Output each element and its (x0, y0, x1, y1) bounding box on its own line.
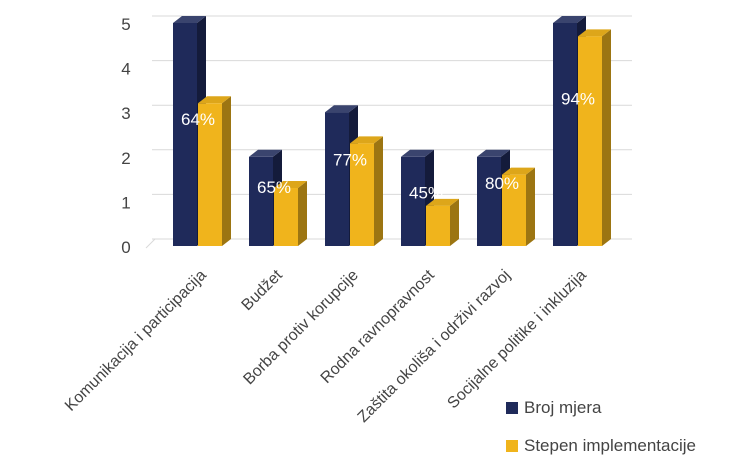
bar-stepen-implementacije-2 (350, 136, 383, 246)
data-label-1: 65% (257, 178, 291, 197)
data-labels: 64% 65% 77% 45% 80% 94% (181, 90, 595, 203)
category-label-4: Zaštita okoliša i održivi razvoj (355, 267, 514, 426)
bar-stepen-implementacije-3 (426, 198, 459, 246)
legend-item-broj-mjera: Broj mjera (506, 397, 696, 419)
legend: Broj mjera Stepen implementacije (506, 397, 696, 473)
legend-swatch-stepen-implementacije (506, 440, 518, 452)
category-label-0: Komunikacija i participacija (62, 267, 210, 415)
y-tick-label-0: 0 (121, 238, 130, 257)
data-label-2: 77% (333, 150, 367, 169)
bar-broj-mjera-2 (325, 105, 358, 246)
data-label-4: 80% (485, 174, 519, 193)
y-tick-label-4: 4 (121, 60, 130, 79)
gridlines (145, 15, 632, 249)
category-label-5: Socijalne politike i inkluzija (444, 267, 589, 412)
y-axis: 0 1 2 3 4 5 (121, 15, 130, 257)
y-tick-label-5: 5 (121, 15, 130, 34)
bar-stepen-implementacije-4 (502, 167, 535, 246)
legend-label-broj-mjera: Broj mjera (524, 398, 602, 417)
data-label-0: 64% (181, 110, 215, 129)
data-label-3: 45% (409, 184, 443, 203)
bar-stepen-implementacije-1 (274, 181, 307, 246)
bar-stepen-implementacije-0 (198, 96, 231, 246)
category-label-1: Budžet (239, 266, 287, 314)
legend-label-stepen-implementacije: Stepen implementacije (524, 436, 696, 455)
y-tick-label-3: 3 (121, 104, 130, 123)
floor-edge (145, 238, 632, 249)
legend-swatch-broj-mjera (506, 402, 518, 414)
legend-item-stepen-implementacije: Stepen implementacije (506, 435, 696, 457)
data-label-5: 94% (561, 90, 595, 109)
y-tick-label-2: 2 (121, 149, 130, 168)
bars (173, 16, 611, 246)
y-tick-label-1: 1 (121, 193, 130, 212)
bar-stepen-implementacije-5 (578, 29, 611, 246)
